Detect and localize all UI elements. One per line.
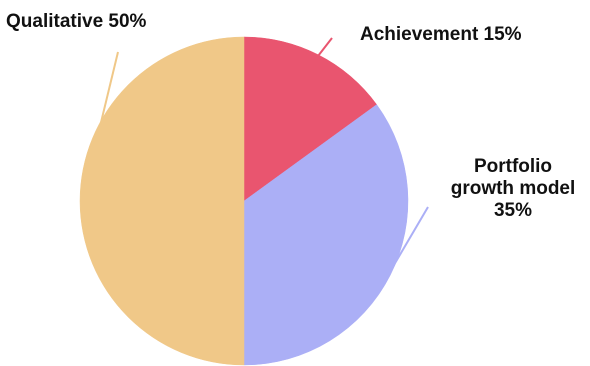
pie-slices — [79, 36, 409, 366]
slice-label-achievement-15: Achievement 15% — [360, 24, 522, 45]
slice-label-qualitative-50: Qualitative 50% — [6, 11, 147, 32]
slice-label-portfolio: Portfolio growth model 35% — [451, 156, 576, 221]
slice-labels: Achievement 15% Portfolio growth model 35% Q… — [6, 11, 575, 221]
leader-lines — [81, 37, 429, 276]
pie-slice-portfolio — [243, 104, 409, 366]
leader-line-qualitative-50 — [81, 51, 119, 202]
pie-slice-qualitative-50 — [79, 36, 245, 366]
leader-line-achievement-15 — [316, 37, 333, 58]
leader-line-portfolio — [387, 206, 429, 276]
